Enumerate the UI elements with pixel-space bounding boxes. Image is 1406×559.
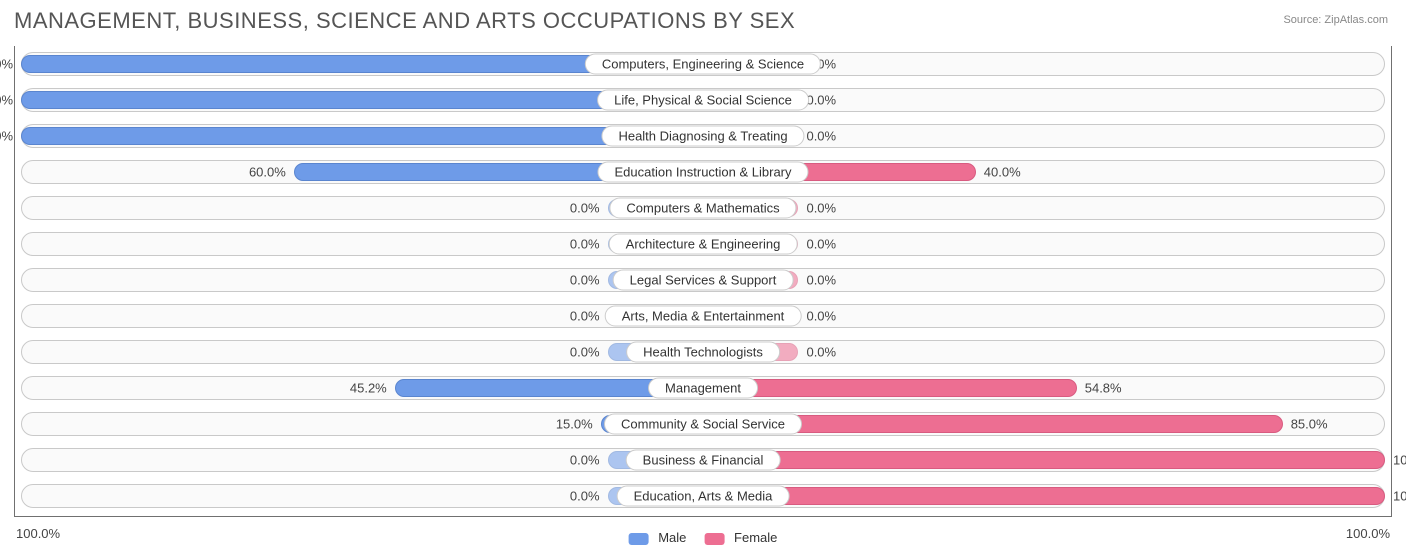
chart-row: 100.0%0.0%Computers, Engineering & Scien…: [15, 46, 1391, 82]
female-bar: [703, 451, 1385, 469]
category-label: Legal Services & Support: [613, 270, 794, 291]
chart-row: 0.0% 0.0% Arts, Media & Entertainment: [15, 298, 1391, 334]
legend-female: Female: [704, 530, 777, 545]
female-bar: [703, 379, 1077, 397]
female-pct-label: 0.0%: [806, 129, 836, 144]
legend-male: Male: [629, 530, 687, 545]
male-pct-label: 100.0%: [0, 57, 13, 72]
female-pct-label: 100.0%: [1393, 489, 1406, 504]
male-pct-label: 0.0%: [570, 453, 600, 468]
chart-row: 60.0% 40.0% Education Instruction & Librar…: [15, 154, 1391, 190]
chart-row: 0.0%100.0%Business & Financial: [15, 442, 1391, 478]
legend-swatch-male: [629, 533, 649, 545]
legend-swatch-female: [704, 533, 724, 545]
chart-row: 0.0% 0.0% Health Technologists: [15, 334, 1391, 370]
category-label: Computers, Engineering & Science: [585, 54, 821, 75]
category-label: Business & Financial: [626, 450, 781, 471]
chart-row: 0.0% 0.0% Legal Services & Support: [15, 262, 1391, 298]
male-pct-label: 45.2%: [350, 381, 387, 396]
male-pct-label: 0.0%: [570, 489, 600, 504]
chart-title: MANAGEMENT, BUSINESS, SCIENCE AND ARTS O…: [14, 8, 795, 34]
female-pct-label: 0.0%: [806, 93, 836, 108]
male-pct-label: 60.0%: [249, 165, 286, 180]
male-pct-label: 0.0%: [570, 237, 600, 252]
chart-source: Source: ZipAtlas.com: [1283, 14, 1388, 26]
chart-row: 100.0%0.0%Health Diagnosing & Treating: [15, 118, 1391, 154]
female-pct-label: 0.0%: [806, 309, 836, 324]
female-pct-label: 54.8%: [1085, 381, 1122, 396]
category-label: Health Technologists: [626, 342, 780, 363]
chart-row: 15.0% 85.0% Community & Social Service: [15, 406, 1391, 442]
category-label: Computers & Mathematics: [609, 198, 796, 219]
male-pct-label: 0.0%: [570, 273, 600, 288]
male-pct-label: 0.0%: [570, 345, 600, 360]
male-pct-label: 0.0%: [570, 201, 600, 216]
female-pct-label: 0.0%: [806, 201, 836, 216]
category-label: Architecture & Engineering: [609, 234, 798, 255]
chart-row: 0.0% 0.0% Computers & Mathematics: [15, 190, 1391, 226]
category-label: Life, Physical & Social Science: [597, 90, 809, 111]
female-pct-label: 0.0%: [806, 273, 836, 288]
female-pct-label: 85.0%: [1291, 417, 1328, 432]
category-label: Arts, Media & Entertainment: [605, 306, 802, 327]
category-label: Management: [648, 378, 758, 399]
male-pct-label: 15.0%: [556, 417, 593, 432]
axis-label-right: 100.0%: [1346, 526, 1390, 541]
female-pct-label: 100.0%: [1393, 453, 1406, 468]
female-pct-label: 0.0%: [806, 345, 836, 360]
category-label: Community & Social Service: [604, 414, 802, 435]
female-pct-label: 40.0%: [984, 165, 1021, 180]
chart-row: 45.2% 54.8% Management: [15, 370, 1391, 406]
male-pct-label: 100.0%: [0, 129, 13, 144]
axis-label-left: 100.0%: [16, 526, 60, 541]
male-pct-label: 100.0%: [0, 93, 13, 108]
legend: Male Female: [629, 530, 778, 545]
chart-row: 0.0% 0.0% Architecture & Engineering: [15, 226, 1391, 262]
male-pct-label: 0.0%: [570, 309, 600, 324]
category-label: Health Diagnosing & Treating: [601, 126, 804, 147]
female-bar: [703, 487, 1385, 505]
legend-label-female: Female: [734, 530, 777, 545]
legend-label-male: Male: [658, 530, 686, 545]
chart-row: 0.0%100.0%Education, Arts & Media: [15, 478, 1391, 514]
chart-row: 100.0%0.0%Life, Physical & Social Scienc…: [15, 82, 1391, 118]
female-pct-label: 0.0%: [806, 237, 836, 252]
category-label: Education, Arts & Media: [617, 486, 790, 507]
category-label: Education Instruction & Library: [597, 162, 808, 183]
chart-area: 100.0%0.0%Computers, Engineering & Scien…: [14, 46, 1392, 517]
